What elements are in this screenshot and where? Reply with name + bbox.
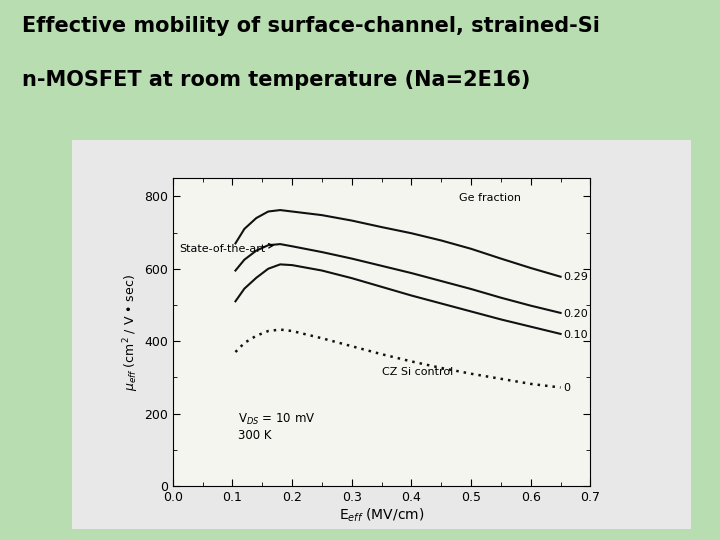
Text: 0.20: 0.20 [564,309,588,319]
Text: Effective mobility of surface-channel, strained-Si: Effective mobility of surface-channel, s… [22,16,600,36]
Text: Ge fraction: Ge fraction [459,193,521,204]
Text: 0: 0 [564,383,570,393]
Text: 0.10: 0.10 [564,329,588,340]
X-axis label: E$_{eff}$ (MV/cm): E$_{eff}$ (MV/cm) [339,507,424,524]
Text: V$_{DS}$ = 10 mV: V$_{DS}$ = 10 mV [238,411,316,427]
Text: 0.29: 0.29 [564,272,588,282]
Text: 300 K: 300 K [238,429,272,442]
Text: n-MOSFET at room temperature (Na=2E16): n-MOSFET at room temperature (Na=2E16) [22,70,530,90]
Text: CZ Si control: CZ Si control [382,367,453,376]
Text: State-of-the-art: State-of-the-art [179,244,273,254]
Y-axis label: $\mu_{eff}$ (cm$^2$ / V • sec): $\mu_{eff}$ (cm$^2$ / V • sec) [122,274,141,390]
